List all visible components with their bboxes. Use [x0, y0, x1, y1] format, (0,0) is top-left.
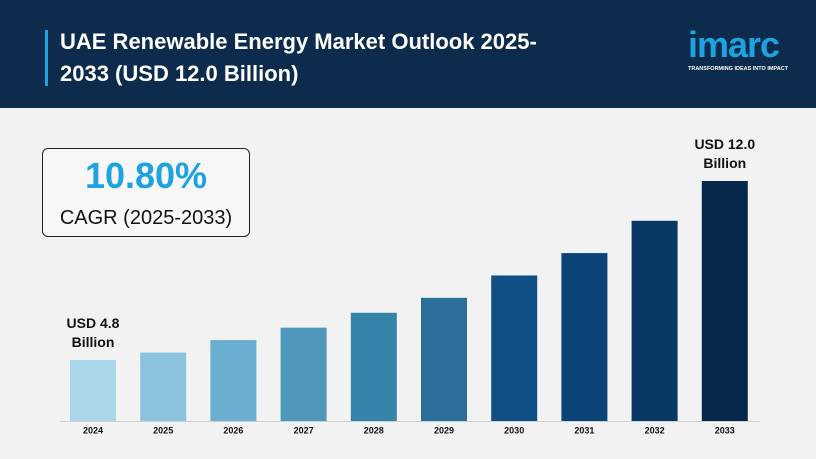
bar — [140, 352, 187, 421]
x-tick-label: 2033 — [715, 425, 735, 435]
x-tick-label: 2025 — [153, 425, 173, 435]
bar — [280, 327, 327, 421]
cagr-value: 10.80% — [84, 155, 208, 196]
x-tick-label: 2026 — [223, 425, 243, 435]
title: UAE Renewable Energy Market Outlook 2025… — [60, 29, 537, 86]
bar — [70, 360, 116, 421]
bar — [561, 253, 608, 421]
x-tick-label: 2032 — [645, 425, 665, 435]
tagline: TRANSFORMING IDEAS INTO IMPACT — [688, 66, 789, 72]
accent — [45, 30, 48, 86]
bar — [421, 297, 467, 421]
value-label: USD 12.0 Billion — [694, 136, 756, 171]
value-label: USD 4.8 Billion — [66, 315, 120, 350]
bar — [701, 181, 748, 421]
cagr-box: 10.80% CAGR (2025-2033) — [42, 148, 250, 237]
x-tick-label: 2031 — [574, 425, 594, 435]
x-tick-label: 2024 — [83, 425, 103, 435]
x-tick-label: 2030 — [504, 425, 524, 435]
bar — [631, 220, 678, 421]
bar — [210, 340, 257, 421]
bar — [491, 275, 538, 421]
x-tick-label: 2027 — [294, 425, 314, 435]
x-tick-label: 2028 — [364, 425, 384, 435]
bar — [350, 312, 397, 421]
header: UAE Renewable Energy Market Outlook 2025… — [0, 0, 816, 108]
x-tick-label: 2029 — [434, 425, 454, 435]
logo: imarc — [688, 24, 780, 65]
cagr-label: CAGR (2025-2033) — [59, 207, 233, 229]
